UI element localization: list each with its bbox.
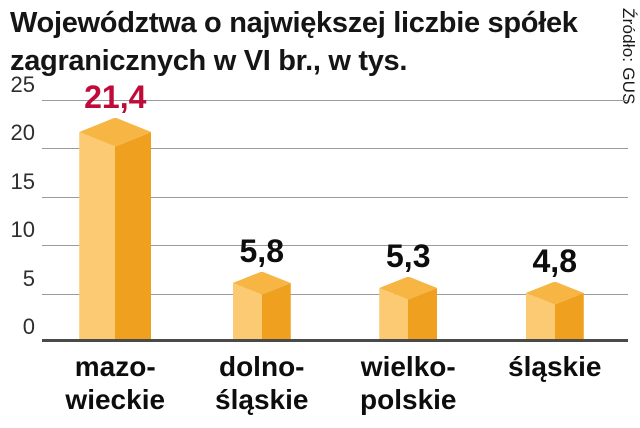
gridline xyxy=(42,197,628,198)
y-tick-label: 0 xyxy=(22,314,35,339)
y-tick-label: 25 xyxy=(10,72,35,97)
y-tick-label: 5 xyxy=(22,266,35,291)
x-axis-line xyxy=(42,339,628,342)
gridline xyxy=(42,148,628,149)
bar: 5,3 xyxy=(379,238,438,339)
bar-value-label: 21,4 xyxy=(84,78,147,115)
y-tick-label: 15 xyxy=(10,169,35,194)
bar: 5,8 xyxy=(232,233,291,339)
bar-top-face xyxy=(232,271,291,295)
bar-value-label: 5,8 xyxy=(239,232,284,269)
bar-value-label: 4,8 xyxy=(532,242,577,279)
category-label: śląskie xyxy=(508,351,602,382)
bar-front-face xyxy=(79,132,152,339)
category-label: dolno-śląskie xyxy=(215,351,309,416)
plot-area: 21,4 5,8 5,3 4,8 xyxy=(42,79,628,342)
bar-chart: 0 5 10 15 20 25 21,4 5,8 5,3 4,8 xyxy=(8,72,628,342)
x-axis-labels: mazo-wieckie dolno-śląskie wielko-polskie ś… xyxy=(42,350,628,426)
gridline xyxy=(42,294,628,295)
category-label: mazo-wieckie xyxy=(65,351,166,416)
y-tick-label: 20 xyxy=(10,120,35,145)
bar-top-face xyxy=(379,276,438,300)
bar-top-face xyxy=(525,281,584,305)
gridline xyxy=(42,100,628,101)
chart-title: Województwa o największej liczbie spółek… xyxy=(10,7,578,78)
bar: 4,8 xyxy=(525,243,584,339)
category-label: wielko-polskie xyxy=(360,351,457,416)
y-tick-label: 10 xyxy=(10,217,35,242)
bar-value-label: 5,3 xyxy=(386,237,431,274)
y-axis: 0 5 10 15 20 25 xyxy=(8,72,38,342)
source-credit: Źródło: GUS xyxy=(619,8,638,105)
gridline xyxy=(42,245,628,246)
bar: 21,4 xyxy=(79,79,152,339)
